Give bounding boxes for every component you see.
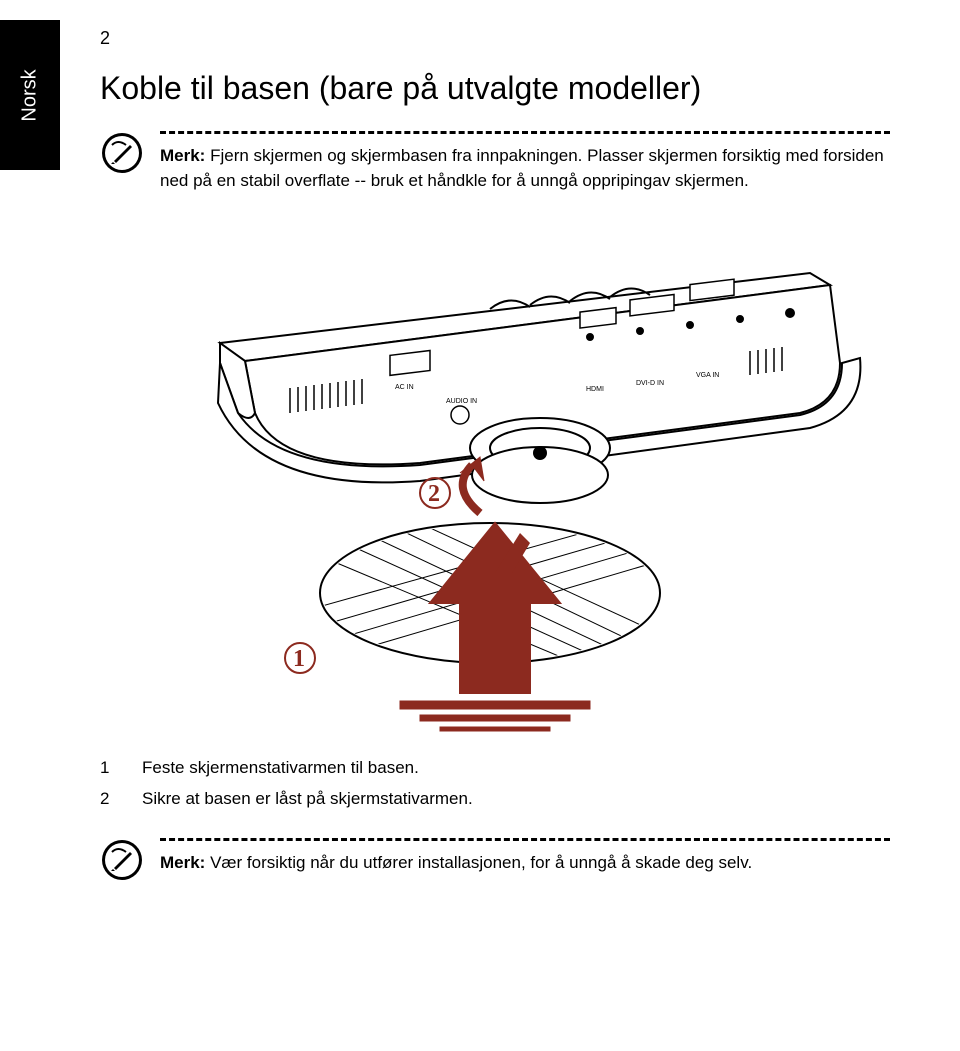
step-text: Feste skjermenstativarmen til basen. <box>142 753 419 784</box>
port-label: HDMI <box>586 386 604 393</box>
note-text-2: Merk: Vær forsiktig når du utfører insta… <box>160 851 890 876</box>
note-1-bold: Merk: <box>160 146 205 165</box>
pen-note-icon <box>100 131 144 175</box>
note-1-body: Fjern skjermen og skjermbasen fra innpak… <box>160 146 884 190</box>
note-2-body: Vær forsiktig når du utfører installasjo… <box>205 853 752 872</box>
port-label: AUDIO IN <box>446 398 477 405</box>
step-text: Sikre at basen er låst på skjermstativar… <box>142 784 473 815</box>
callout-2: 2 <box>428 481 440 507</box>
note-2-bold: Merk: <box>160 853 205 872</box>
step-number: 2 <box>100 784 114 815</box>
note-block-1: Merk: Fjern skjermen og skjermbasen fra … <box>100 131 890 193</box>
steps-list: 1 Feste skjermenstativarmen til basen. 2… <box>100 753 890 814</box>
note-block-2: Merk: Vær forsiktig når du utfører insta… <box>100 838 890 882</box>
port-label: VGA IN <box>696 372 719 379</box>
page-title: Koble til basen (bare på utvalgte modell… <box>100 70 890 107</box>
port-label: DVI-D IN <box>636 380 664 387</box>
language-label: Norsk <box>18 69 41 121</box>
step-number: 1 <box>100 753 114 784</box>
pen-note-icon <box>100 838 144 882</box>
step-row: 2 Sikre at basen er låst på skjermstativ… <box>100 784 890 815</box>
step-row: 1 Feste skjermenstativarmen til basen. <box>100 753 890 784</box>
port-label: AC IN <box>395 384 414 391</box>
assembly-diagram: AC IN AUDIO IN HDMI DVI-D IN VGA IN <box>100 213 890 733</box>
callout-1: 1 <box>293 646 305 672</box>
language-tab: Norsk <box>0 20 60 170</box>
page-number: 2 <box>100 28 110 49</box>
note-text-1: Merk: Fjern skjermen og skjermbasen fra … <box>160 144 890 193</box>
main-content: Koble til basen (bare på utvalgte modell… <box>100 70 890 902</box>
dashed-rule <box>160 838 890 841</box>
dashed-rule <box>160 131 890 134</box>
